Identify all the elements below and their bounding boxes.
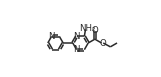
Text: NH₂: NH₂ <box>79 24 95 33</box>
Text: N: N <box>73 45 79 54</box>
Text: N: N <box>48 32 54 41</box>
Text: O: O <box>99 38 106 48</box>
Text: N: N <box>73 32 79 41</box>
Text: O: O <box>92 26 99 35</box>
